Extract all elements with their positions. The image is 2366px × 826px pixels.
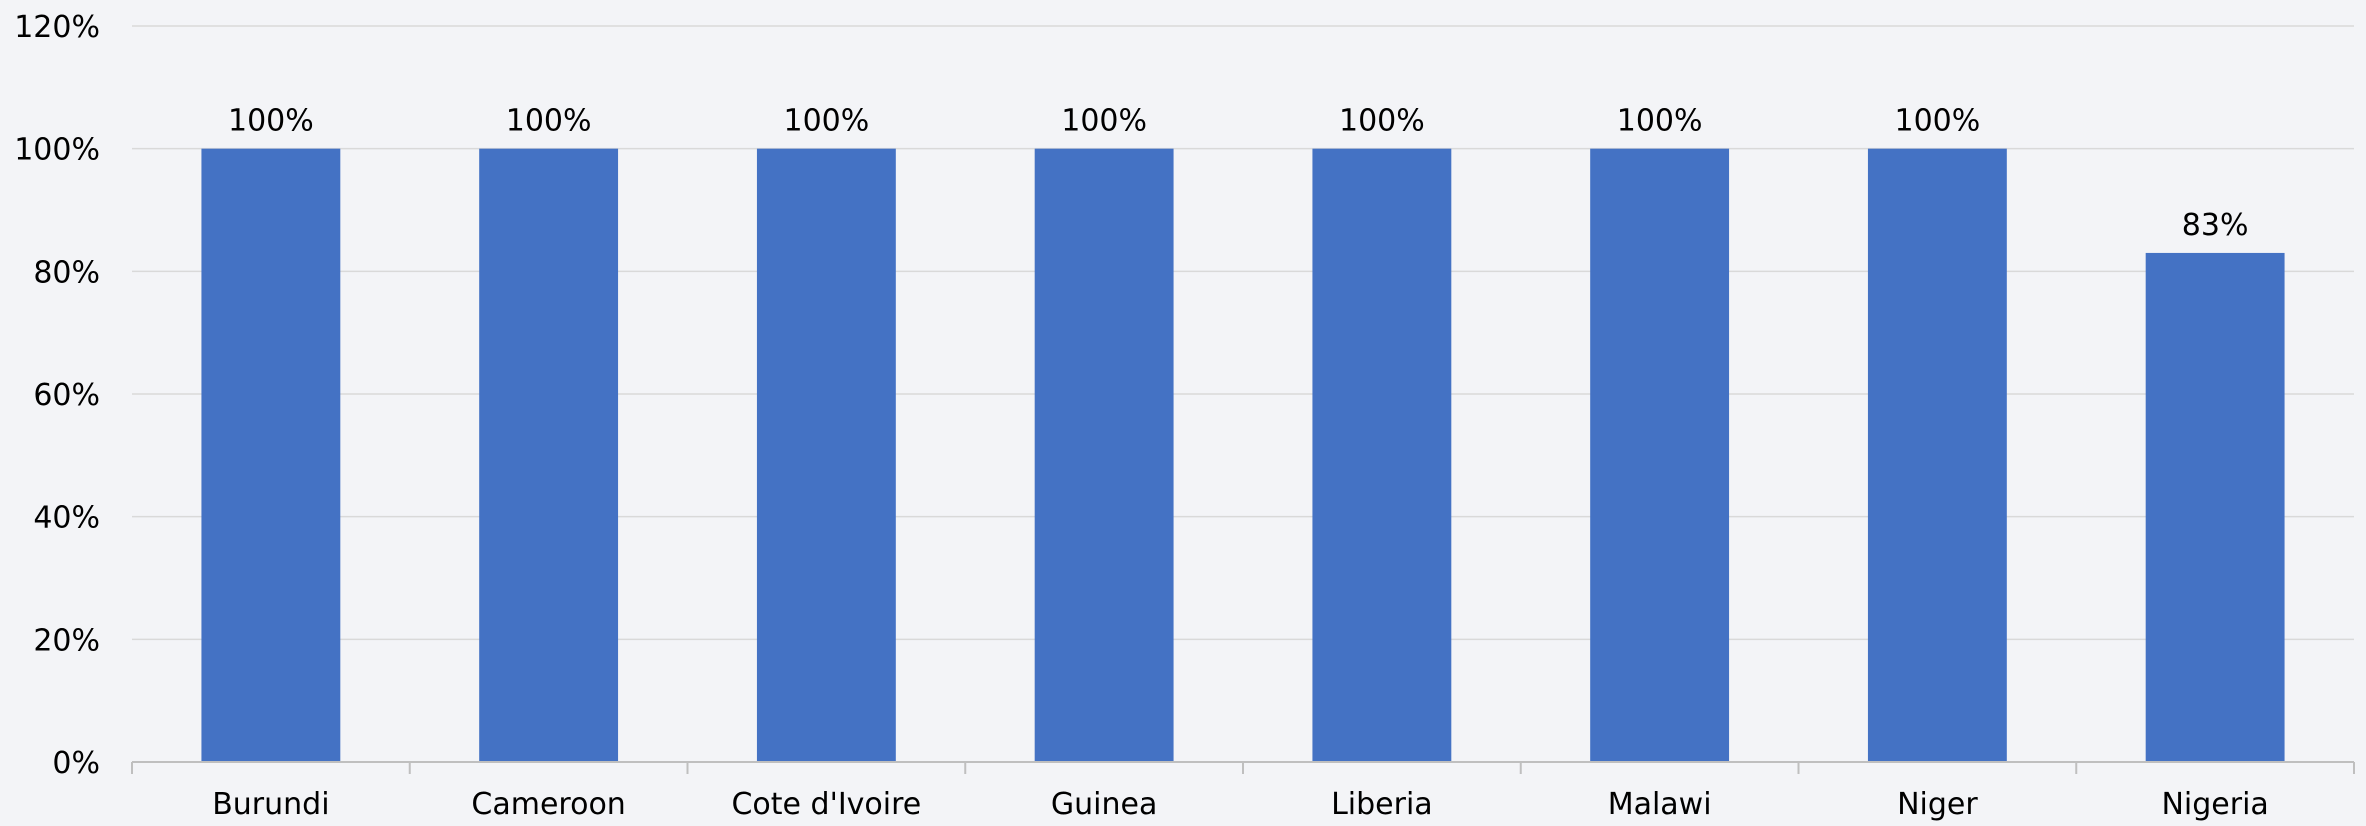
bar-guinea bbox=[1034, 148, 1174, 762]
bars bbox=[201, 148, 2285, 762]
data-label: 100% bbox=[1894, 104, 1980, 139]
x-category-label: Liberia bbox=[1331, 787, 1433, 822]
y-axis-tick-labels: 0% 20% 40% 60% 80% 100% 120% bbox=[14, 10, 100, 781]
x-category-label: Burundi bbox=[212, 787, 329, 822]
x-category-label: Nigeria bbox=[2161, 787, 2268, 822]
data-label: 100% bbox=[506, 104, 592, 139]
data-label: 100% bbox=[1617, 104, 1703, 139]
bar-burundi bbox=[201, 148, 341, 762]
x-category-label: Cameroon bbox=[471, 787, 625, 822]
y-tick-label: 20% bbox=[33, 623, 100, 658]
bar-cote-d-ivoire bbox=[756, 148, 896, 762]
y-tick-label: 120% bbox=[14, 10, 100, 45]
data-label: 100% bbox=[228, 104, 314, 139]
bar-cameroon bbox=[479, 148, 619, 762]
bar-nigeria bbox=[2145, 252, 2285, 762]
bar-liberia bbox=[1312, 148, 1452, 762]
data-labels: 100% 100% 100% 100% 100% 100% 100% 83% bbox=[228, 104, 2248, 243]
bar-niger bbox=[1867, 148, 2007, 762]
x-category-label: Cote d'Ivoire bbox=[731, 787, 921, 822]
bar-malawi bbox=[1590, 148, 1730, 762]
data-label: 100% bbox=[783, 104, 869, 139]
data-label: 100% bbox=[1339, 104, 1425, 139]
x-axis-category-labels: Burundi Cameroon Cote d'Ivoire Guinea Liberi… bbox=[212, 787, 2269, 822]
x-axis bbox=[131, 761, 2355, 774]
y-tick-label: 80% bbox=[33, 255, 100, 290]
data-label: 83% bbox=[2182, 208, 2249, 243]
x-category-label: Guinea bbox=[1051, 787, 1157, 822]
y-tick-label: 60% bbox=[33, 378, 100, 413]
y-tick-label: 100% bbox=[14, 133, 100, 168]
data-label: 100% bbox=[1061, 104, 1147, 139]
y-tick-label: 0% bbox=[52, 746, 100, 781]
gridlines bbox=[132, 25, 2354, 641]
y-tick-label: 40% bbox=[33, 501, 100, 536]
x-category-label: Niger bbox=[1897, 787, 1978, 822]
x-category-label: Malawi bbox=[1608, 787, 1712, 822]
